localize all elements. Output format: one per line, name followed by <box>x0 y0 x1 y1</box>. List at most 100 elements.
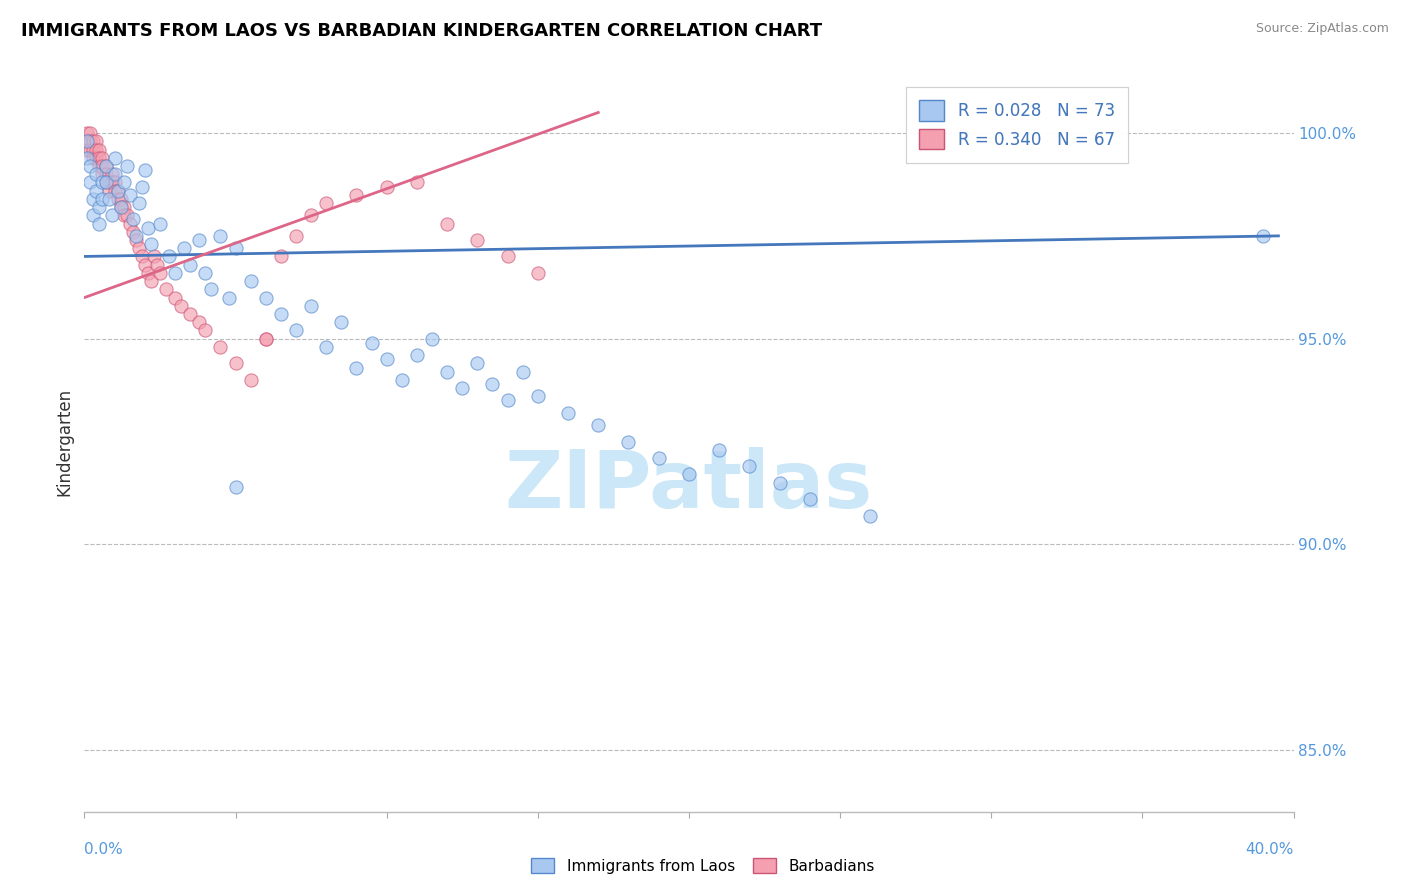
Point <box>270 249 292 263</box>
Point <box>125 228 148 243</box>
Point <box>100 175 122 189</box>
Point <box>179 307 201 321</box>
Point <box>107 184 129 198</box>
Point <box>76 151 98 165</box>
Text: Source: ZipAtlas.com: Source: ZipAtlas.com <box>1256 22 1389 36</box>
Point <box>110 200 132 214</box>
Point <box>82 151 104 165</box>
Point <box>79 175 101 189</box>
Point <box>436 217 458 231</box>
Point <box>648 450 671 465</box>
Point <box>104 175 127 189</box>
Point <box>225 241 247 255</box>
Text: IMMIGRANTS FROM LAOS VS BARBADIAN KINDERGARTEN CORRELATION CHART: IMMIGRANTS FROM LAOS VS BARBADIAN KINDER… <box>21 22 823 40</box>
Point <box>110 200 132 214</box>
Point <box>134 258 156 272</box>
Point <box>121 212 143 227</box>
Point <box>239 274 262 288</box>
Point <box>285 323 308 337</box>
Point <box>131 179 153 194</box>
Point <box>209 228 232 243</box>
Point <box>254 291 277 305</box>
Point <box>112 200 135 214</box>
Point <box>149 217 172 231</box>
Point <box>391 373 413 387</box>
Point <box>420 332 443 346</box>
Point <box>118 187 141 202</box>
Point <box>496 249 519 263</box>
Point <box>406 348 429 362</box>
Point <box>131 249 153 263</box>
Point <box>89 200 111 214</box>
Point <box>239 373 262 387</box>
Point <box>709 442 731 457</box>
Point <box>94 159 117 173</box>
Point <box>82 192 104 206</box>
Point <box>136 266 159 280</box>
Point <box>139 274 162 288</box>
Point <box>557 406 579 420</box>
Point <box>97 184 120 198</box>
Point <box>104 167 127 181</box>
Point <box>107 192 129 206</box>
Point <box>165 291 187 305</box>
Legend: Immigrants from Laos, Barbadians: Immigrants from Laos, Barbadians <box>526 852 880 880</box>
Point <box>89 151 111 165</box>
Point <box>194 323 217 337</box>
Point <box>179 258 201 272</box>
Point <box>299 299 322 313</box>
Point <box>170 299 193 313</box>
Point <box>134 163 156 178</box>
Point <box>467 233 489 247</box>
Point <box>436 365 458 379</box>
Point <box>112 175 135 189</box>
Point <box>100 208 122 222</box>
Point <box>155 282 177 296</box>
Point <box>270 307 292 321</box>
Point <box>86 143 108 157</box>
Point <box>86 167 108 181</box>
Point <box>79 134 101 148</box>
Point <box>94 175 117 189</box>
Point <box>136 220 159 235</box>
Point <box>346 360 368 375</box>
Point <box>496 393 519 408</box>
Point <box>254 332 277 346</box>
Point <box>121 225 143 239</box>
Point <box>107 184 129 198</box>
Text: ZIPatlas: ZIPatlas <box>505 447 873 525</box>
Point <box>76 143 98 157</box>
Point <box>76 134 98 148</box>
Point <box>375 352 398 367</box>
Point <box>527 266 550 280</box>
Point <box>375 179 398 194</box>
Point <box>97 192 120 206</box>
Point <box>94 159 117 173</box>
Text: 0.0%: 0.0% <box>84 842 124 857</box>
Point <box>104 184 127 198</box>
Point <box>225 480 247 494</box>
Point <box>79 126 101 140</box>
Point <box>91 159 114 173</box>
Point <box>194 266 217 280</box>
Point <box>165 266 187 280</box>
Point <box>467 356 489 370</box>
Point <box>91 151 114 165</box>
Point <box>188 233 211 247</box>
Point <box>209 340 232 354</box>
Point <box>146 258 169 272</box>
Point <box>406 175 429 189</box>
Point <box>859 508 882 523</box>
Point <box>527 389 550 403</box>
Point <box>142 249 165 263</box>
Point <box>86 151 108 165</box>
Point <box>254 332 277 346</box>
Y-axis label: Kindergarten: Kindergarten <box>55 387 73 496</box>
Point <box>100 167 122 181</box>
Point <box>225 356 247 370</box>
Point <box>149 266 172 280</box>
Point <box>346 187 368 202</box>
Point <box>91 192 114 206</box>
Point <box>125 233 148 247</box>
Point <box>115 159 138 173</box>
